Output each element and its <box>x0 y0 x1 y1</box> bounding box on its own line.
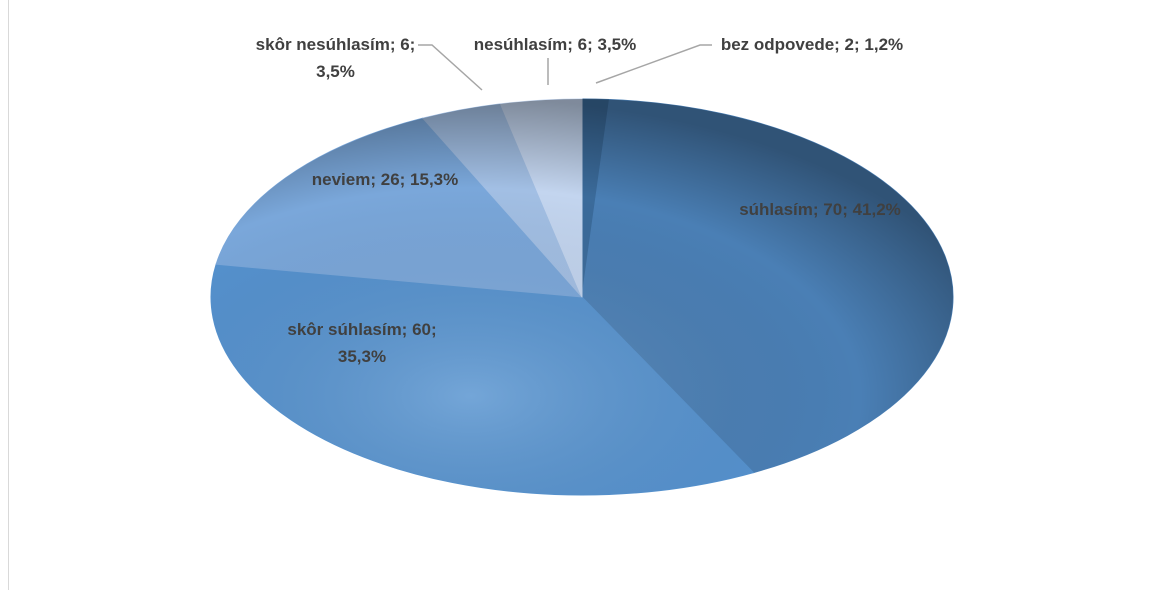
data-label: súhlasím; 70; 41,2% <box>739 200 901 219</box>
data-label: bez odpovede; 2; 1,2% <box>720 35 904 54</box>
leader-line <box>595 44 712 84</box>
leader-line <box>418 44 483 91</box>
frame <box>8 0 9 590</box>
data-label: nesúhlasím; 6; 3,5% <box>473 35 637 54</box>
data-label: skôr súhlasím; 60; 35,3% <box>287 320 437 366</box>
slices <box>210 98 954 496</box>
data-label: neviem; 26; 15,3% <box>311 170 459 189</box>
data-label: skôr nesúhlasím; 6; 3,5% <box>255 35 416 81</box>
